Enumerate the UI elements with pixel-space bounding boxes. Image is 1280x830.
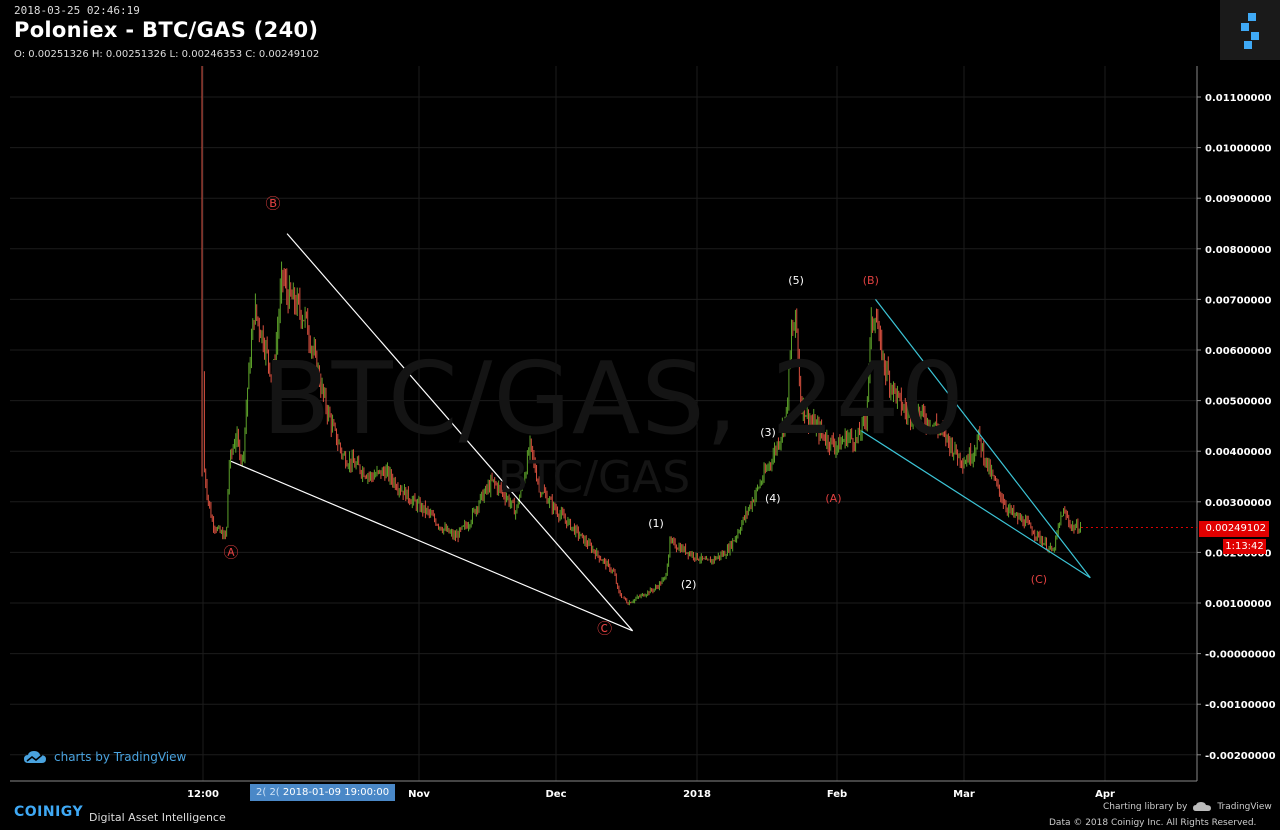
y-tick-label: 0.00900000 bbox=[1205, 194, 1271, 205]
bar-countdown-tag: 1:13:42 bbox=[1223, 539, 1266, 554]
tradingview-brand-link[interactable]: charts by TradingView bbox=[24, 750, 186, 764]
y-tick-label: 0.00700000 bbox=[1205, 295, 1271, 306]
y-tick-label: 0.01000000 bbox=[1205, 144, 1271, 155]
chart-timestamp: 2018-03-25 02:46:19 bbox=[14, 4, 140, 17]
symbol-watermark: BTC/GAS, 240 bbox=[262, 340, 966, 457]
y-tick-label: 0.00100000 bbox=[1205, 599, 1271, 610]
x-tick-label: Nov bbox=[408, 789, 430, 800]
x-tick-label: 2018 bbox=[683, 789, 711, 800]
wave-label: (A) bbox=[825, 492, 841, 505]
data-copyright: Data © 2018 Coinigy Inc. All Rights Rese… bbox=[1049, 818, 1257, 828]
symbol-watermark-sub: BTC/GAS bbox=[498, 452, 691, 503]
wave-label: (1) bbox=[648, 517, 664, 530]
coinigy-tagline: Digital Asset Intelligence bbox=[89, 811, 226, 824]
wave-label: (4) bbox=[765, 492, 781, 505]
trendline bbox=[861, 430, 1091, 579]
tradingview-brand-label: charts by TradingView bbox=[54, 750, 187, 764]
wave-label: (2) bbox=[681, 578, 697, 591]
wave-label: (B) bbox=[863, 274, 879, 287]
charting-library-credit[interactable]: Charting library by TradingView bbox=[1103, 801, 1272, 812]
chart-title: Poloniex - BTC/GAS (240) bbox=[14, 18, 319, 42]
wave-label: (C) bbox=[1031, 573, 1047, 586]
x-tick-label: Mar bbox=[953, 789, 975, 800]
crosshair-time-label: 2( 2( 2018-01-09 19:00:00 bbox=[250, 784, 396, 801]
wave-label: (5) bbox=[788, 274, 804, 287]
crosshair-prefix: 2( 2( bbox=[256, 787, 280, 798]
y-tick-label: -0.00100000 bbox=[1205, 700, 1276, 711]
crosshair-time: 2018-01-09 19:00:00 bbox=[282, 787, 390, 798]
y-tick-label: 0.00600000 bbox=[1205, 346, 1271, 357]
coinigy-logo-icon[interactable] bbox=[1220, 0, 1280, 60]
y-tick-label: -0.00200000 bbox=[1205, 751, 1276, 762]
trendline bbox=[875, 299, 1091, 579]
wave-label: Ⓑ bbox=[266, 194, 281, 212]
x-tick-label: Feb bbox=[827, 789, 847, 800]
tradingview-small-label: TradingView bbox=[1217, 801, 1272, 812]
x-tick-label: Apr bbox=[1095, 789, 1115, 800]
tradingview-cloud-icon bbox=[24, 751, 46, 763]
x-tick-label: 12:00 bbox=[187, 789, 219, 800]
x-tick-label: Dec bbox=[545, 789, 566, 800]
trendline bbox=[230, 460, 633, 632]
wave-label: (3) bbox=[760, 426, 776, 439]
coinigy-wordmark[interactable]: COINIGY bbox=[14, 804, 84, 820]
trendline bbox=[286, 233, 634, 632]
ohlc-readout: O: 0.00251326 H: 0.00251326 L: 0.0024635… bbox=[14, 49, 320, 60]
y-tick-label: 0.00500000 bbox=[1205, 397, 1271, 408]
y-tick-label: -0.00000000 bbox=[1205, 650, 1276, 661]
y-tick-label: 0.01100000 bbox=[1205, 93, 1271, 104]
last-price-tag: 0.00249102 bbox=[1199, 521, 1269, 537]
wave-label: Ⓒ bbox=[597, 619, 612, 637]
y-tick-label: 0.00400000 bbox=[1205, 447, 1271, 458]
charting-library-label: Charting library by bbox=[1103, 801, 1188, 812]
y-tick-label: 0.00300000 bbox=[1205, 498, 1271, 509]
y-tick-label: 0.00800000 bbox=[1205, 245, 1271, 256]
coinigy-logo-mark bbox=[1241, 13, 1259, 49]
tradingview-small-cloud-icon bbox=[1193, 802, 1212, 811]
wave-label: Ⓐ bbox=[224, 543, 239, 561]
